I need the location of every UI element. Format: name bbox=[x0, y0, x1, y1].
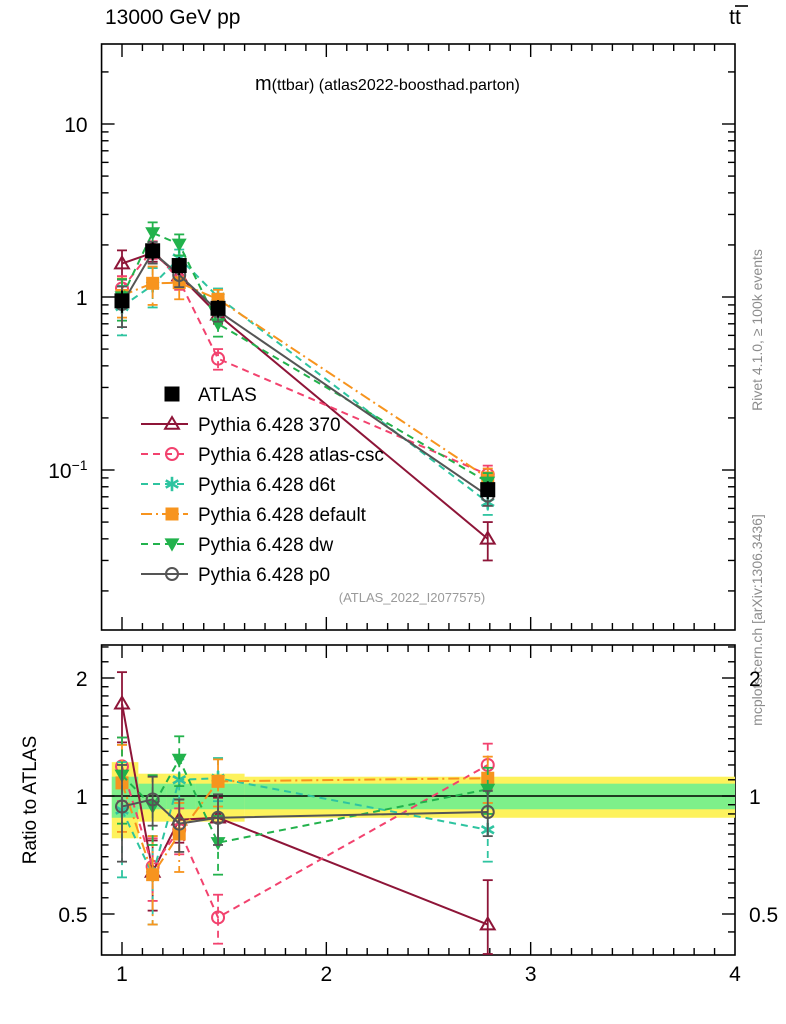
legend-item-default[interactable]: Pythia 6.428 default bbox=[141, 505, 367, 526]
legend-marker-p0 bbox=[165, 567, 179, 581]
ratio-y-tick-label: 2 bbox=[76, 668, 88, 691]
ratio-y-tick-labels: 2 2 1 1 0.5 0.5 bbox=[58, 668, 778, 927]
legend-marker-d6t bbox=[165, 476, 179, 492]
ratio-data-point-marker bbox=[211, 910, 226, 925]
legend-marker-370 bbox=[163, 415, 181, 430]
legend-marker-default bbox=[165, 507, 179, 521]
atlas-data-point bbox=[171, 258, 187, 274]
legend-label: Pythia 6.428 p0 bbox=[198, 565, 330, 586]
series-line bbox=[121, 281, 489, 479]
main-y-tick-labels: 10 1 10−1 bbox=[48, 114, 88, 483]
legend-label: Pythia 6.428 dw bbox=[198, 535, 333, 556]
ratio-x-tick-label: 2 bbox=[320, 963, 332, 986]
legend-item-atlas[interactable]: ATLAS bbox=[164, 385, 257, 406]
main-y-tick-label: 10 bbox=[64, 114, 87, 137]
ratio-data-point-marker bbox=[480, 805, 495, 820]
ratio-data-point-marker bbox=[113, 694, 131, 710]
ratio-data-point-marker bbox=[172, 816, 187, 831]
legend-label: Pythia 6.428 default bbox=[198, 505, 367, 526]
mcplots-reference-label: mcplots.cern.ch [arXiv:1306.3436] bbox=[749, 514, 765, 726]
title-variable: m bbox=[255, 73, 272, 95]
data-point-marker bbox=[145, 227, 161, 241]
ratio-data-point-marker bbox=[145, 792, 160, 807]
beam-energy-label: 13000 GeV pp bbox=[105, 6, 240, 29]
main-y-tick-label: 1 bbox=[76, 287, 88, 310]
ratio-data-point-marker bbox=[171, 753, 187, 767]
atlas-data-point bbox=[210, 300, 226, 316]
legend-item-370[interactable]: Pythia 6.428 370 bbox=[141, 415, 341, 436]
process-label: tt bbox=[729, 5, 748, 29]
ratio-y-tick-label-right: 1 bbox=[749, 786, 761, 809]
legend-marker-dw bbox=[164, 538, 180, 552]
ratio-series-p0 bbox=[115, 764, 495, 863]
ratio-data-point-marker bbox=[211, 810, 226, 825]
legend-label: Pythia 6.428 atlas-csc bbox=[198, 445, 384, 466]
ratio-x-tick-labels: 1 2 3 4 bbox=[116, 963, 741, 986]
atlas-data-point bbox=[114, 293, 130, 309]
ratio-x-tick-label: 4 bbox=[729, 963, 741, 986]
legend[interactable]: ATLAS Pythia 6.428 370 Pythia 6.428 atlas-… bbox=[141, 385, 384, 586]
legend-marker-atlas bbox=[164, 386, 180, 402]
main-y-ticks bbox=[101, 71, 735, 592]
ratio-data-point-marker bbox=[146, 868, 160, 882]
ratio-x-tick-label: 3 bbox=[525, 963, 537, 986]
process-label-text: tt bbox=[729, 6, 741, 29]
data-point-marker bbox=[171, 238, 187, 252]
main-y-tick-label: 10−1 bbox=[48, 457, 88, 483]
legend-item-p0[interactable]: Pythia 6.428 p0 bbox=[141, 565, 330, 586]
legend-item-atlas-csc[interactable]: Pythia 6.428 atlas-csc bbox=[141, 445, 384, 466]
legend-marker-atlas-csc bbox=[165, 447, 179, 461]
data-point-marker bbox=[113, 254, 131, 270]
data-point-marker bbox=[211, 351, 226, 366]
legend-label: Pythia 6.428 d6t bbox=[198, 475, 336, 496]
ratio-panel: 2 2 1 1 0.5 0.5 1 2 3 4 Ratio to ATLAS bbox=[20, 644, 778, 986]
data-point-marker bbox=[146, 276, 160, 290]
title-rest: (ttbar) (atlas2022-boosthad.parton) bbox=[272, 77, 520, 94]
ratio-y-tick-label: 0.5 bbox=[58, 904, 87, 927]
ratio-series-line bbox=[121, 777, 488, 877]
atlas-data-point bbox=[145, 243, 161, 259]
legend-item-dw[interactable]: Pythia 6.428 dw bbox=[141, 535, 333, 556]
legend-label: Pythia 6.428 370 bbox=[198, 415, 341, 436]
svg-text:m(ttbar) (atlas2022-boosthad.: m(ttbar) (atlas2022-boosthad.parton) bbox=[255, 73, 520, 95]
ratio-data-point-marker bbox=[115, 799, 129, 814]
ratio-x-tick-label: 1 bbox=[116, 963, 128, 986]
analysis-id-label: (ATLAS_2022_I2077575) bbox=[339, 590, 485, 605]
ratio-series-group bbox=[113, 671, 497, 955]
ratio-y-tick-label-right: 2 bbox=[749, 668, 761, 691]
ratio-y-ticks bbox=[101, 646, 735, 933]
ratio-data-point-marker bbox=[479, 915, 497, 931]
ratio-y-axis-label: Ratio to ATLAS bbox=[20, 736, 41, 865]
main-x-ticks bbox=[121, 44, 716, 630]
main-series-group bbox=[113, 221, 497, 562]
ratio-data-point-marker bbox=[211, 774, 225, 788]
legend-label: ATLAS bbox=[198, 385, 257, 406]
ratio-x-ticks bbox=[121, 645, 716, 955]
atlas-data-point bbox=[480, 482, 496, 498]
series-atlas bbox=[114, 242, 496, 499]
main-panel-frame bbox=[100, 43, 736, 631]
rivet-version-label: Rivet 4.1.0, ≥ 100k events bbox=[749, 249, 765, 411]
legend-item-d6t[interactable]: Pythia 6.428 d6t bbox=[141, 475, 336, 496]
ratio-y-tick-label-right: 0.5 bbox=[749, 904, 778, 927]
data-point-marker bbox=[479, 529, 497, 545]
main-panel: 10 1 10−1 bbox=[48, 43, 736, 631]
ratio-y-tick-label: 1 bbox=[76, 786, 88, 809]
main-panel-title: m(ttbar) (atlas2022-boosthad.parton) bbox=[255, 73, 520, 95]
